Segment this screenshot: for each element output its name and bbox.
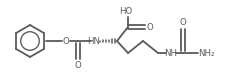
Text: HN: HN (87, 37, 100, 45)
Text: O: O (74, 62, 81, 70)
Text: HO: HO (119, 6, 132, 16)
Text: NH: NH (164, 48, 177, 58)
Text: O: O (62, 37, 69, 45)
Text: O: O (146, 22, 153, 32)
Text: NH₂: NH₂ (197, 48, 213, 58)
Text: O: O (179, 18, 185, 26)
